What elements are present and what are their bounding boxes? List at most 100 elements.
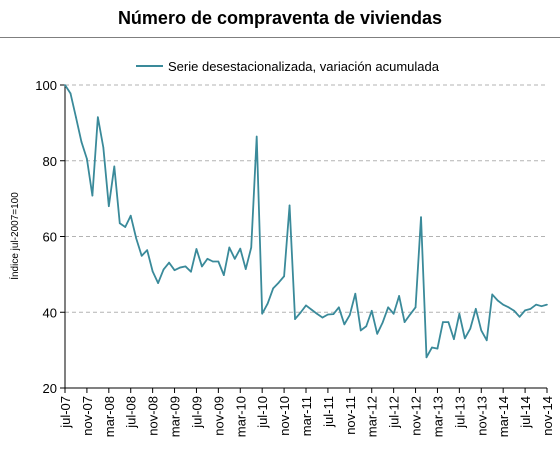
x-tick-label: nov-07	[80, 396, 95, 436]
data-point	[86, 158, 88, 160]
data-point	[129, 214, 132, 217]
data-point	[332, 313, 335, 315]
data-point	[316, 312, 318, 315]
data-point	[162, 268, 165, 271]
y-axis-label: Índice jul-2007=100	[8, 192, 21, 280]
x-tick-label: mar-14	[496, 396, 511, 437]
data-point	[425, 356, 428, 359]
data-point	[403, 321, 406, 323]
data-point	[518, 316, 521, 318]
y-tick-label: 20	[43, 381, 57, 396]
data-point	[469, 327, 472, 330]
data-point	[387, 306, 389, 309]
x-tick-label: jul-14	[518, 396, 533, 429]
data-point	[321, 316, 324, 319]
data-point	[343, 323, 346, 326]
data-point	[365, 325, 368, 328]
data-point	[464, 337, 466, 340]
data-point	[540, 305, 543, 307]
x-tick-label: jul-12	[387, 396, 402, 429]
data-point	[173, 269, 176, 272]
data-point	[349, 314, 351, 316]
data-point	[266, 302, 269, 305]
series-line	[64, 84, 548, 359]
data-point	[64, 84, 66, 86]
data-point	[442, 321, 444, 323]
data-point	[294, 318, 296, 320]
data-point	[135, 237, 137, 240]
data-point	[69, 92, 72, 95]
data-point	[359, 329, 362, 332]
x-tick-label: jul-11	[321, 396, 336, 428]
x-tick-label: mar-13	[430, 396, 445, 437]
title-divider	[0, 37, 560, 38]
data-point	[146, 249, 148, 251]
x-tick-label: nov-09	[211, 396, 226, 436]
data-point	[546, 303, 548, 306]
data-point	[239, 247, 242, 250]
data-point	[491, 293, 494, 296]
data-point	[414, 306, 417, 309]
data-point	[102, 146, 105, 149]
data-point	[431, 346, 433, 349]
data-point	[409, 313, 411, 316]
y-tick-label: 60	[43, 230, 57, 245]
data-point	[179, 266, 181, 269]
data-point	[392, 312, 395, 315]
data-point	[234, 258, 236, 260]
data-point	[327, 313, 329, 316]
data-point	[447, 321, 450, 323]
data-point	[190, 270, 192, 273]
data-point	[261, 312, 263, 315]
data-point	[250, 246, 253, 249]
x-tick-label: mar-09	[168, 396, 183, 437]
data-point	[157, 282, 159, 284]
data-point	[168, 261, 170, 264]
data-point	[524, 309, 526, 312]
data-point	[370, 309, 373, 312]
data-point	[151, 270, 154, 273]
data-point	[338, 306, 340, 309]
data-point	[91, 194, 94, 197]
data-point	[118, 222, 121, 225]
x-tick-label: nov-12	[409, 396, 424, 436]
data-point	[244, 268, 247, 270]
x-tick-label: jul-09	[189, 396, 204, 429]
x-tick-label: nov-08	[146, 396, 161, 436]
x-tick-label: nov-11	[343, 396, 358, 435]
data-point	[272, 287, 274, 290]
data-point	[381, 321, 384, 324]
data-point	[277, 281, 280, 284]
data-point	[195, 248, 198, 250]
y-tick-label: 100	[35, 78, 57, 93]
data-point	[108, 205, 110, 207]
x-tick-label: nov-14	[540, 396, 555, 436]
data-point	[475, 308, 477, 310]
x-tick-label: mar-08	[102, 396, 117, 437]
data-point	[80, 141, 83, 143]
data-point	[513, 309, 515, 312]
data-point	[496, 299, 499, 302]
x-tick-label: mar-11	[299, 396, 314, 436]
data-point	[529, 308, 532, 310]
data-point	[535, 303, 537, 306]
data-point	[398, 295, 400, 297]
data-point	[223, 274, 225, 276]
data-point	[420, 216, 422, 218]
x-tick-label: jul-07	[58, 396, 73, 429]
data-point	[228, 246, 231, 249]
data-point	[507, 306, 510, 309]
data-point	[354, 292, 357, 295]
data-point	[201, 265, 203, 268]
data-point	[212, 260, 214, 263]
data-point	[140, 255, 143, 257]
x-tick-label: nov-10	[277, 396, 292, 436]
y-tick-label: 80	[43, 154, 57, 169]
data-point	[453, 338, 455, 340]
data-point	[206, 258, 209, 260]
y-tick-label: 40	[43, 305, 57, 320]
data-point	[485, 339, 488, 342]
data-point	[288, 204, 291, 207]
